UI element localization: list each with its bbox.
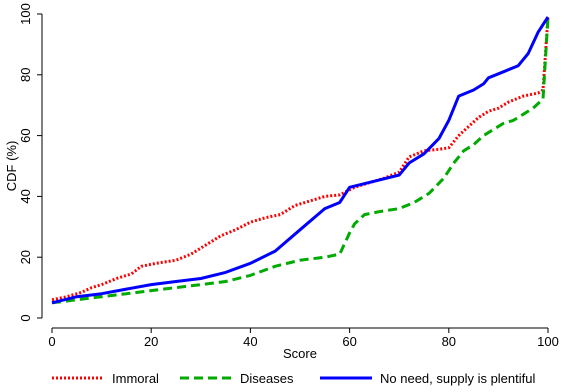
y-tick-label: 0 xyxy=(18,314,33,321)
y-tick-label: 100 xyxy=(18,3,33,25)
y-ticks: 0 20 40 60 80 100 xyxy=(18,3,42,322)
legend-label: Diseases xyxy=(240,371,294,386)
x-tick-label: 60 xyxy=(342,334,356,349)
series-line-immoral xyxy=(51,16,550,302)
x-tick-label: 80 xyxy=(442,334,456,349)
y-axis-title: CDF (%) xyxy=(4,141,19,192)
y-tick-label: 40 xyxy=(18,189,33,203)
y-tick-label: 80 xyxy=(18,68,33,82)
x-tick-label: 40 xyxy=(243,334,257,349)
y-tick-label: 20 xyxy=(18,250,33,264)
y-tick-label: 60 xyxy=(18,128,33,142)
x-tick-label: 20 xyxy=(144,334,158,349)
x-tick-label: 0 xyxy=(48,334,55,349)
x-axis-title: Score xyxy=(283,346,317,361)
x-tick-label: 100 xyxy=(537,334,559,349)
legend-label: No need, supply is plentiful xyxy=(380,371,535,386)
x-ticks: 0 20 40 60 80 100 xyxy=(48,328,559,349)
series-line-no-need-supply-is-plentiful xyxy=(51,16,550,305)
axes: 0 20 40 60 80 100 0 20 40 60 80 100 xyxy=(18,3,559,349)
series-line-diseases xyxy=(51,16,550,305)
series-layer xyxy=(51,16,550,305)
legend: Immoral Diseases No need, supply is plenti… xyxy=(52,371,535,386)
legend-label: Immoral xyxy=(112,371,159,386)
